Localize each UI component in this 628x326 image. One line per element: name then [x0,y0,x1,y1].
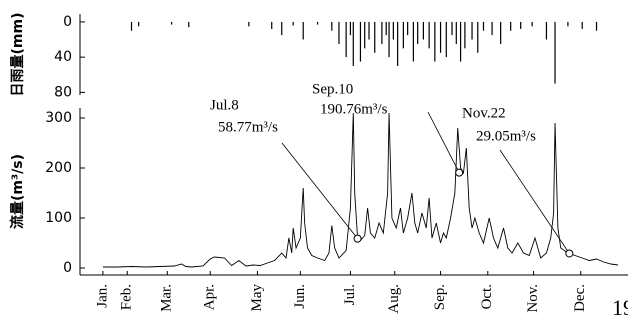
rain-bar [271,21,273,29]
rain-bar [281,21,283,36]
rain-bar [385,21,387,36]
rain-bar [595,21,598,31]
rain-bar [417,21,419,44]
y-tick-label: 200 [45,160,72,176]
rain-bar [531,21,533,27]
x-tick-label: Oct. [479,284,495,309]
rain-bar [392,21,394,40]
y-tick-label: 80 [54,84,72,100]
rain-bar [381,21,383,44]
y-axis-label: 流量(m³/s) [9,154,26,229]
rain-bar [459,21,462,62]
rain-bar [407,21,409,36]
rain-bar [477,21,479,53]
rain-bar [464,21,466,49]
x-tick-label: Jan. [94,284,110,308]
rain-bar [364,21,366,49]
rain-bar [130,21,133,31]
annotation-arrow [281,142,358,239]
year-label: 19 [612,295,628,320]
rain-bar [359,21,362,62]
x-tick-label: Apr. [202,284,218,310]
y-tick-label: 100 [45,210,72,226]
rain-bar [567,21,569,27]
x-tick-label: Aug. [386,284,402,314]
rain-bar [434,21,436,62]
annotation-point [565,249,574,258]
rain-bar [248,21,250,27]
annotation-point [455,168,464,177]
annotation-value: 190.76m³/s [320,101,388,117]
discharge-line [102,112,619,268]
x-tick-label: Feb. [119,284,135,310]
x-tick-label: Nov. [525,284,541,313]
rain-bar [292,21,294,26]
x-tick-label: May [249,284,265,312]
rain-bar [500,21,502,44]
rain-bar [471,21,473,40]
rain-bar [554,21,556,84]
rain-bar [445,21,447,58]
rain-bar [188,21,190,28]
rain-bar [455,21,457,44]
x-tick-label: Dec. [572,284,588,312]
rain-bar [138,21,140,27]
x-tick-label: Jul. [342,284,358,305]
rain-bar [302,21,304,40]
rain-bar [170,21,173,25]
rain-bar [349,21,352,36]
rain-bar [331,21,333,31]
x-tick-label: Jun. [292,284,308,309]
rain-bar [520,21,522,29]
rain-bar [374,21,376,53]
rain-bar [338,21,340,44]
y-tick-label: 300 [45,110,72,126]
rain-bar [422,21,424,40]
rain-bar [345,21,347,58]
y-tick-label: 40 [54,49,72,65]
rain-bar [510,21,512,31]
rain-bar [581,21,583,29]
rain-bar [439,21,442,53]
annotation-arrow [499,149,570,254]
rain-bar [412,21,414,62]
annotation-value: 29.05m³/s [476,128,536,144]
annotation-point [353,234,362,243]
annotation-date: Jul.8 [210,97,239,113]
y-tick-label: 0 [63,260,72,276]
rain-bar [451,21,453,36]
rain-bar [388,21,390,58]
annotation-date: Nov.22 [462,105,506,121]
rain-bar [428,21,430,49]
rain-bar [368,21,370,40]
annotation-value: 58.77m³/s [218,119,278,135]
annotation-arrow [427,111,460,173]
annotation-date: Sep.10 [312,81,353,97]
rain-bar [545,21,548,40]
y-axis-label: 日雨量(mm) [10,13,26,97]
rain-bar [397,21,399,66]
rain-bar [316,21,319,25]
rain-bar [482,21,485,31]
x-tick-label: Sep. [432,284,448,310]
x-tick-label: Mar. [159,284,175,312]
rain-bar [491,21,493,36]
y-tick-label: 0 [63,14,72,30]
rain-bar [402,21,404,49]
rain-bar [352,21,354,66]
